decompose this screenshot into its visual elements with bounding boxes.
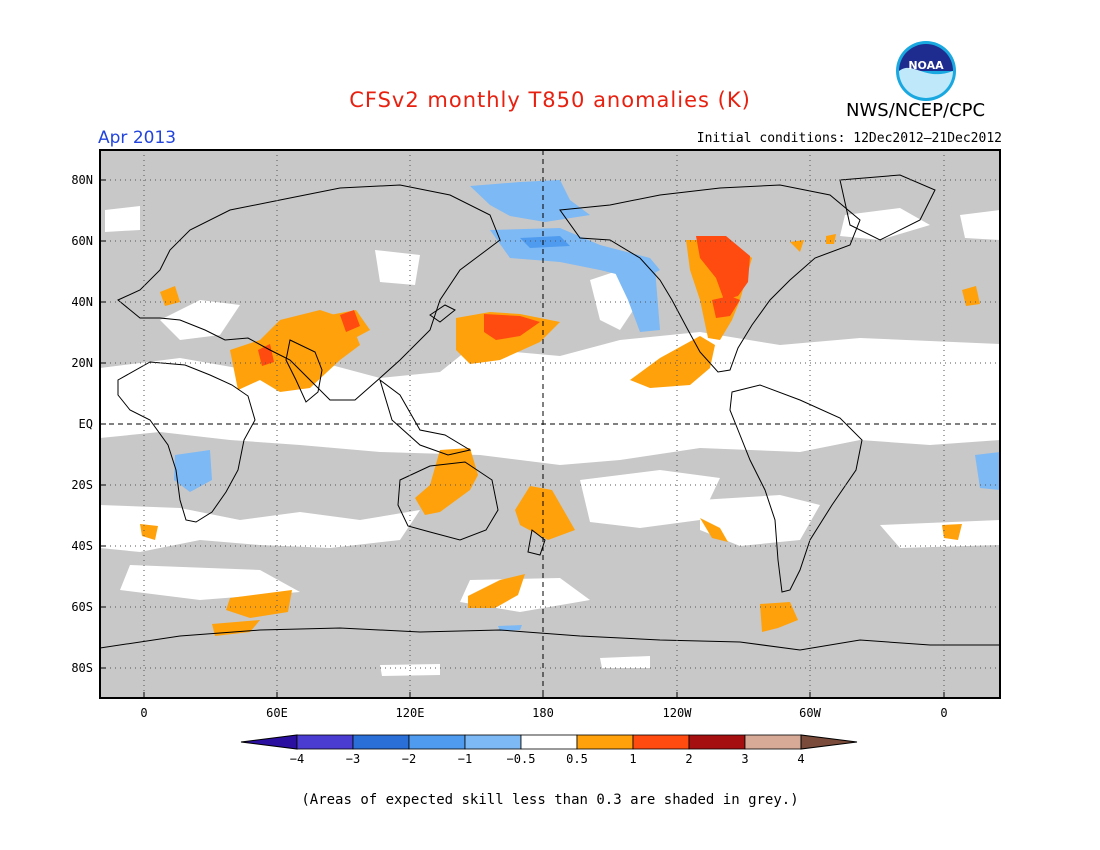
colorbar-label: 0.5 bbox=[566, 752, 588, 766]
colorbar-label: −4 bbox=[290, 752, 304, 766]
logo-text: NOAA bbox=[908, 59, 944, 72]
lat-label: 60N bbox=[71, 234, 93, 248]
lon-label: 60E bbox=[266, 706, 288, 720]
lat-label: 20N bbox=[71, 356, 93, 370]
colorbar-label: −0.5 bbox=[507, 752, 536, 766]
colorbar-label: 3 bbox=[741, 752, 748, 766]
lon-label: 120W bbox=[663, 706, 693, 720]
lon-label: 0 bbox=[940, 706, 947, 720]
agency-label: NWS/NCEP/CPC bbox=[846, 100, 986, 121]
colorbar-label: −1 bbox=[458, 752, 472, 766]
colorbar-bin bbox=[632, 734, 690, 750]
strong-positive-regions bbox=[258, 236, 750, 366]
lon-label: 180 bbox=[532, 706, 554, 720]
lat-label: 20S bbox=[71, 478, 93, 492]
coastlines bbox=[100, 174, 1000, 651]
lat-label: 80N bbox=[71, 173, 93, 187]
lat-label: 40S bbox=[71, 539, 93, 553]
colorbar bbox=[240, 734, 858, 750]
lon-label: 60W bbox=[799, 706, 821, 720]
colorbar-label: −2 bbox=[402, 752, 416, 766]
colorbar-max-arrow bbox=[800, 734, 858, 750]
graticule bbox=[100, 150, 1000, 698]
colorbar-bin bbox=[744, 734, 802, 750]
noaa-logo: NOAA bbox=[896, 41, 956, 101]
equator-dateline bbox=[100, 150, 1000, 698]
initial-conditions: Initial conditions: 12Dec2012–21Dec2012 bbox=[696, 131, 1002, 146]
month-label: Apr 2013 bbox=[98, 128, 177, 148]
colorbar-bin bbox=[296, 734, 354, 750]
colorbar-bin bbox=[464, 734, 522, 750]
lon-label: 0 bbox=[140, 706, 147, 720]
colorbar-label: −3 bbox=[346, 752, 360, 766]
colorbar-label: 4 bbox=[797, 752, 804, 766]
lat-label: EQ bbox=[79, 417, 93, 431]
lat-label: 60S bbox=[71, 600, 93, 614]
colorbar-min-arrow bbox=[240, 734, 298, 750]
page-title: CFSv2 monthly T850 anomalies (K) bbox=[349, 88, 751, 112]
colorbar-bin bbox=[352, 734, 410, 750]
lat-label: 40N bbox=[71, 295, 93, 309]
colorbar-bin bbox=[408, 734, 466, 750]
colorbar-label: 2 bbox=[685, 752, 692, 766]
lon-label: 120E bbox=[396, 706, 425, 720]
colorbar-label: 1 bbox=[629, 752, 636, 766]
colorbar-bin bbox=[688, 734, 746, 750]
footnote: (Areas of expected skill less than 0.3 a… bbox=[301, 792, 799, 808]
colorbar-bin bbox=[576, 734, 634, 750]
lat-label: 80S bbox=[71, 661, 93, 675]
ticks bbox=[100, 179, 945, 698]
colorbar-bin bbox=[520, 734, 578, 750]
